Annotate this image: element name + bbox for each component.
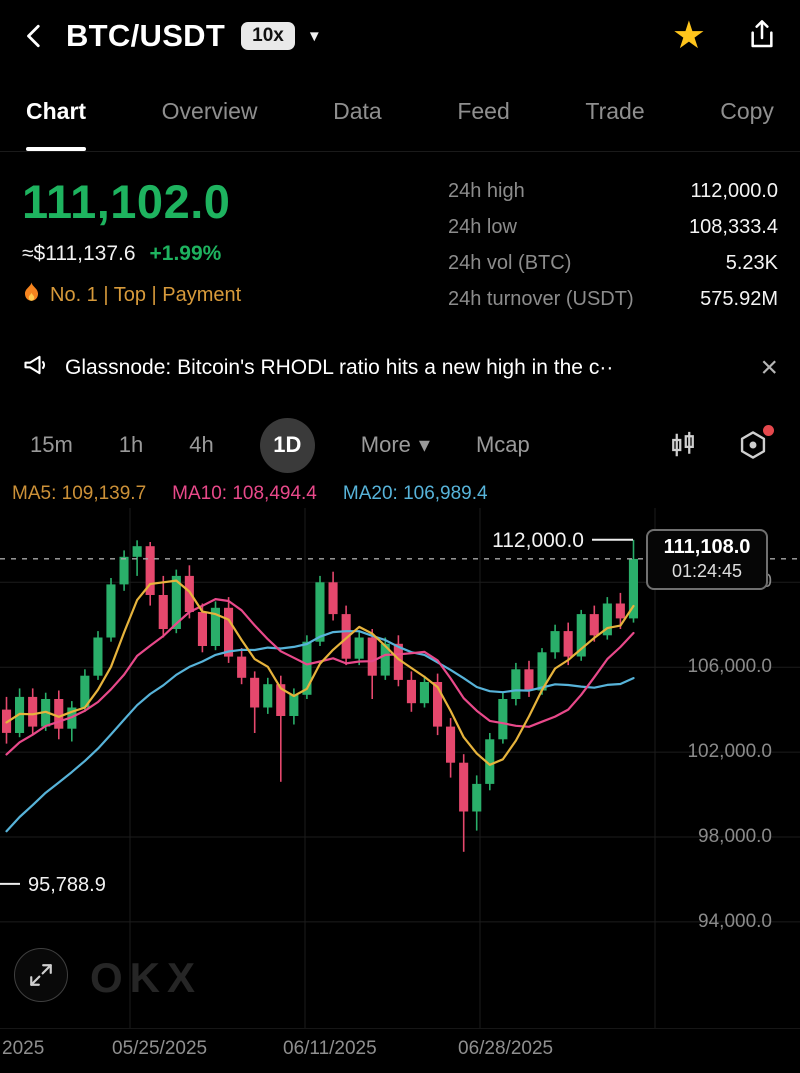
stat-label: 24h turnover (USDT)	[448, 288, 634, 310]
ma10-label: MA10: 108,494.4	[172, 483, 317, 504]
okx-watermark-logo: OKX	[90, 954, 203, 1001]
current-price-value: 111,108.0	[663, 535, 751, 558]
x-axis: 2025 05/25/2025 06/11/2025 06/28/2025	[0, 1028, 800, 1070]
y-axis-label: 98,000.0	[698, 825, 772, 847]
pair-title[interactable]: BTC/USDT	[66, 18, 226, 53]
y-axis-label: 94,000.0	[698, 910, 772, 932]
chart-style-icon[interactable]	[666, 428, 700, 462]
fullscreen-expand-button[interactable]	[14, 948, 68, 1002]
candle-countdown: 01:24:45	[671, 560, 743, 581]
stat-row: 24h low 108,333.4	[448, 216, 778, 239]
share-icon[interactable]	[746, 18, 778, 55]
stat-label: 24h high	[448, 180, 525, 202]
tab-copy[interactable]: Copy	[720, 98, 774, 124]
rank-tags[interactable]: No. 1 | Top | Payment	[22, 281, 241, 309]
stat-row: 24h vol (BTC) 5.23K	[448, 252, 778, 275]
news-headline[interactable]: Glassnode: Bitcoin's RHODL ratio hits a …	[65, 356, 614, 379]
y-axis-label: 102,000.0	[687, 741, 772, 763]
current-price-box: 111,108.0 01:24:45	[646, 528, 768, 590]
stat-value: 112,000.0	[690, 180, 779, 202]
y-axis-label: 106,000.0	[687, 656, 772, 678]
stats-panel: 24h high 112,000.0 24h low 108,333.4 24h…	[448, 174, 778, 320]
mcap-toggle[interactable]: Mcap	[475, 432, 530, 457]
timeframe-toolbar: 15m 1h 4h 1D More ▾ Mcap	[0, 410, 800, 480]
timeframe-more[interactable]: More ▾	[361, 432, 430, 458]
x-axis-label: 06/11/2025	[283, 1038, 377, 1059]
stat-value: 5.23K	[725, 252, 778, 274]
chevron-down-icon: ▾	[418, 432, 430, 457]
chart-canvas[interactable]: 112,000.0 95,788.9	[0, 508, 800, 1028]
stat-row: 24h high 112,000.0	[448, 180, 778, 203]
ma20-label: MA20: 106,989.4	[342, 483, 488, 504]
fiat-price: ≈$111,137.6	[22, 242, 136, 265]
tab-trade[interactable]: Trade	[585, 98, 645, 124]
x-axis-label: 06/28/2025	[458, 1038, 554, 1059]
stat-label: 24h vol (BTC)	[448, 252, 572, 274]
close-icon[interactable]: ×	[760, 351, 778, 384]
chevron-down-icon[interactable]: ▼	[306, 27, 322, 45]
megaphone-icon	[22, 351, 50, 385]
tab-chart[interactable]: Chart	[26, 72, 87, 151]
timeframe-1h[interactable]: 1h	[118, 432, 144, 457]
flame-icon	[22, 281, 41, 309]
stat-value: 108,333.4	[689, 216, 778, 238]
stat-value: 575.92M	[700, 288, 778, 310]
price-left: 111,102.0 ≈$111,137.6 +1.99% No. 1 | Top…	[22, 174, 241, 320]
indicator-settings-icon[interactable]	[736, 425, 774, 462]
leverage-badge[interactable]: 10x	[241, 22, 295, 50]
favorite-star-icon[interactable]: ★	[671, 15, 706, 57]
x-axis-label: 05/25/2025	[112, 1038, 208, 1059]
tab-overview[interactable]: Overview	[161, 98, 258, 124]
change-24h: +1.99%	[149, 242, 222, 265]
tab-data[interactable]: Data	[333, 98, 382, 124]
stat-label: 24h low	[448, 216, 517, 238]
timeframe-15m[interactable]: 15m	[30, 432, 73, 457]
stat-row: 24h turnover (USDT) 575.92M	[448, 288, 778, 311]
news-ticker[interactable]: Glassnode: Bitcoin's RHODL ratio hits a …	[0, 336, 800, 400]
tab-bar: Chart Overview Data Feed Trade Copy	[0, 72, 800, 152]
x-axis-label: 2025	[2, 1038, 45, 1059]
notification-dot	[763, 425, 774, 436]
svg-text:112,000.0: 112,000.0	[492, 529, 584, 552]
svg-text:95,788.9: 95,788.9	[28, 874, 106, 896]
header: BTC/USDT 10x ▼ ★	[0, 0, 800, 72]
rank-tags-label: No. 1 | Top | Payment	[50, 283, 242, 306]
tab-feed[interactable]: Feed	[457, 98, 510, 124]
price-section: 111,102.0 ≈$111,137.6 +1.99% No. 1 | Top…	[0, 152, 800, 336]
ma-legend: MA5: 109,139.7 MA10: 108,494.4 MA20: 106…	[0, 480, 800, 508]
last-price: 111,102.0	[22, 175, 231, 228]
more-label: More	[360, 432, 411, 457]
ma5-label: MA5: 109,139.7	[12, 483, 147, 504]
timeframe-4h[interactable]: 4h	[189, 432, 214, 457]
timeframe-1d-selected[interactable]: 1D	[259, 417, 315, 473]
back-icon[interactable]	[22, 21, 52, 51]
candlestick-chart[interactable]: 112,000.095,788.9 110,000.0106,000.0102,…	[0, 508, 800, 1028]
